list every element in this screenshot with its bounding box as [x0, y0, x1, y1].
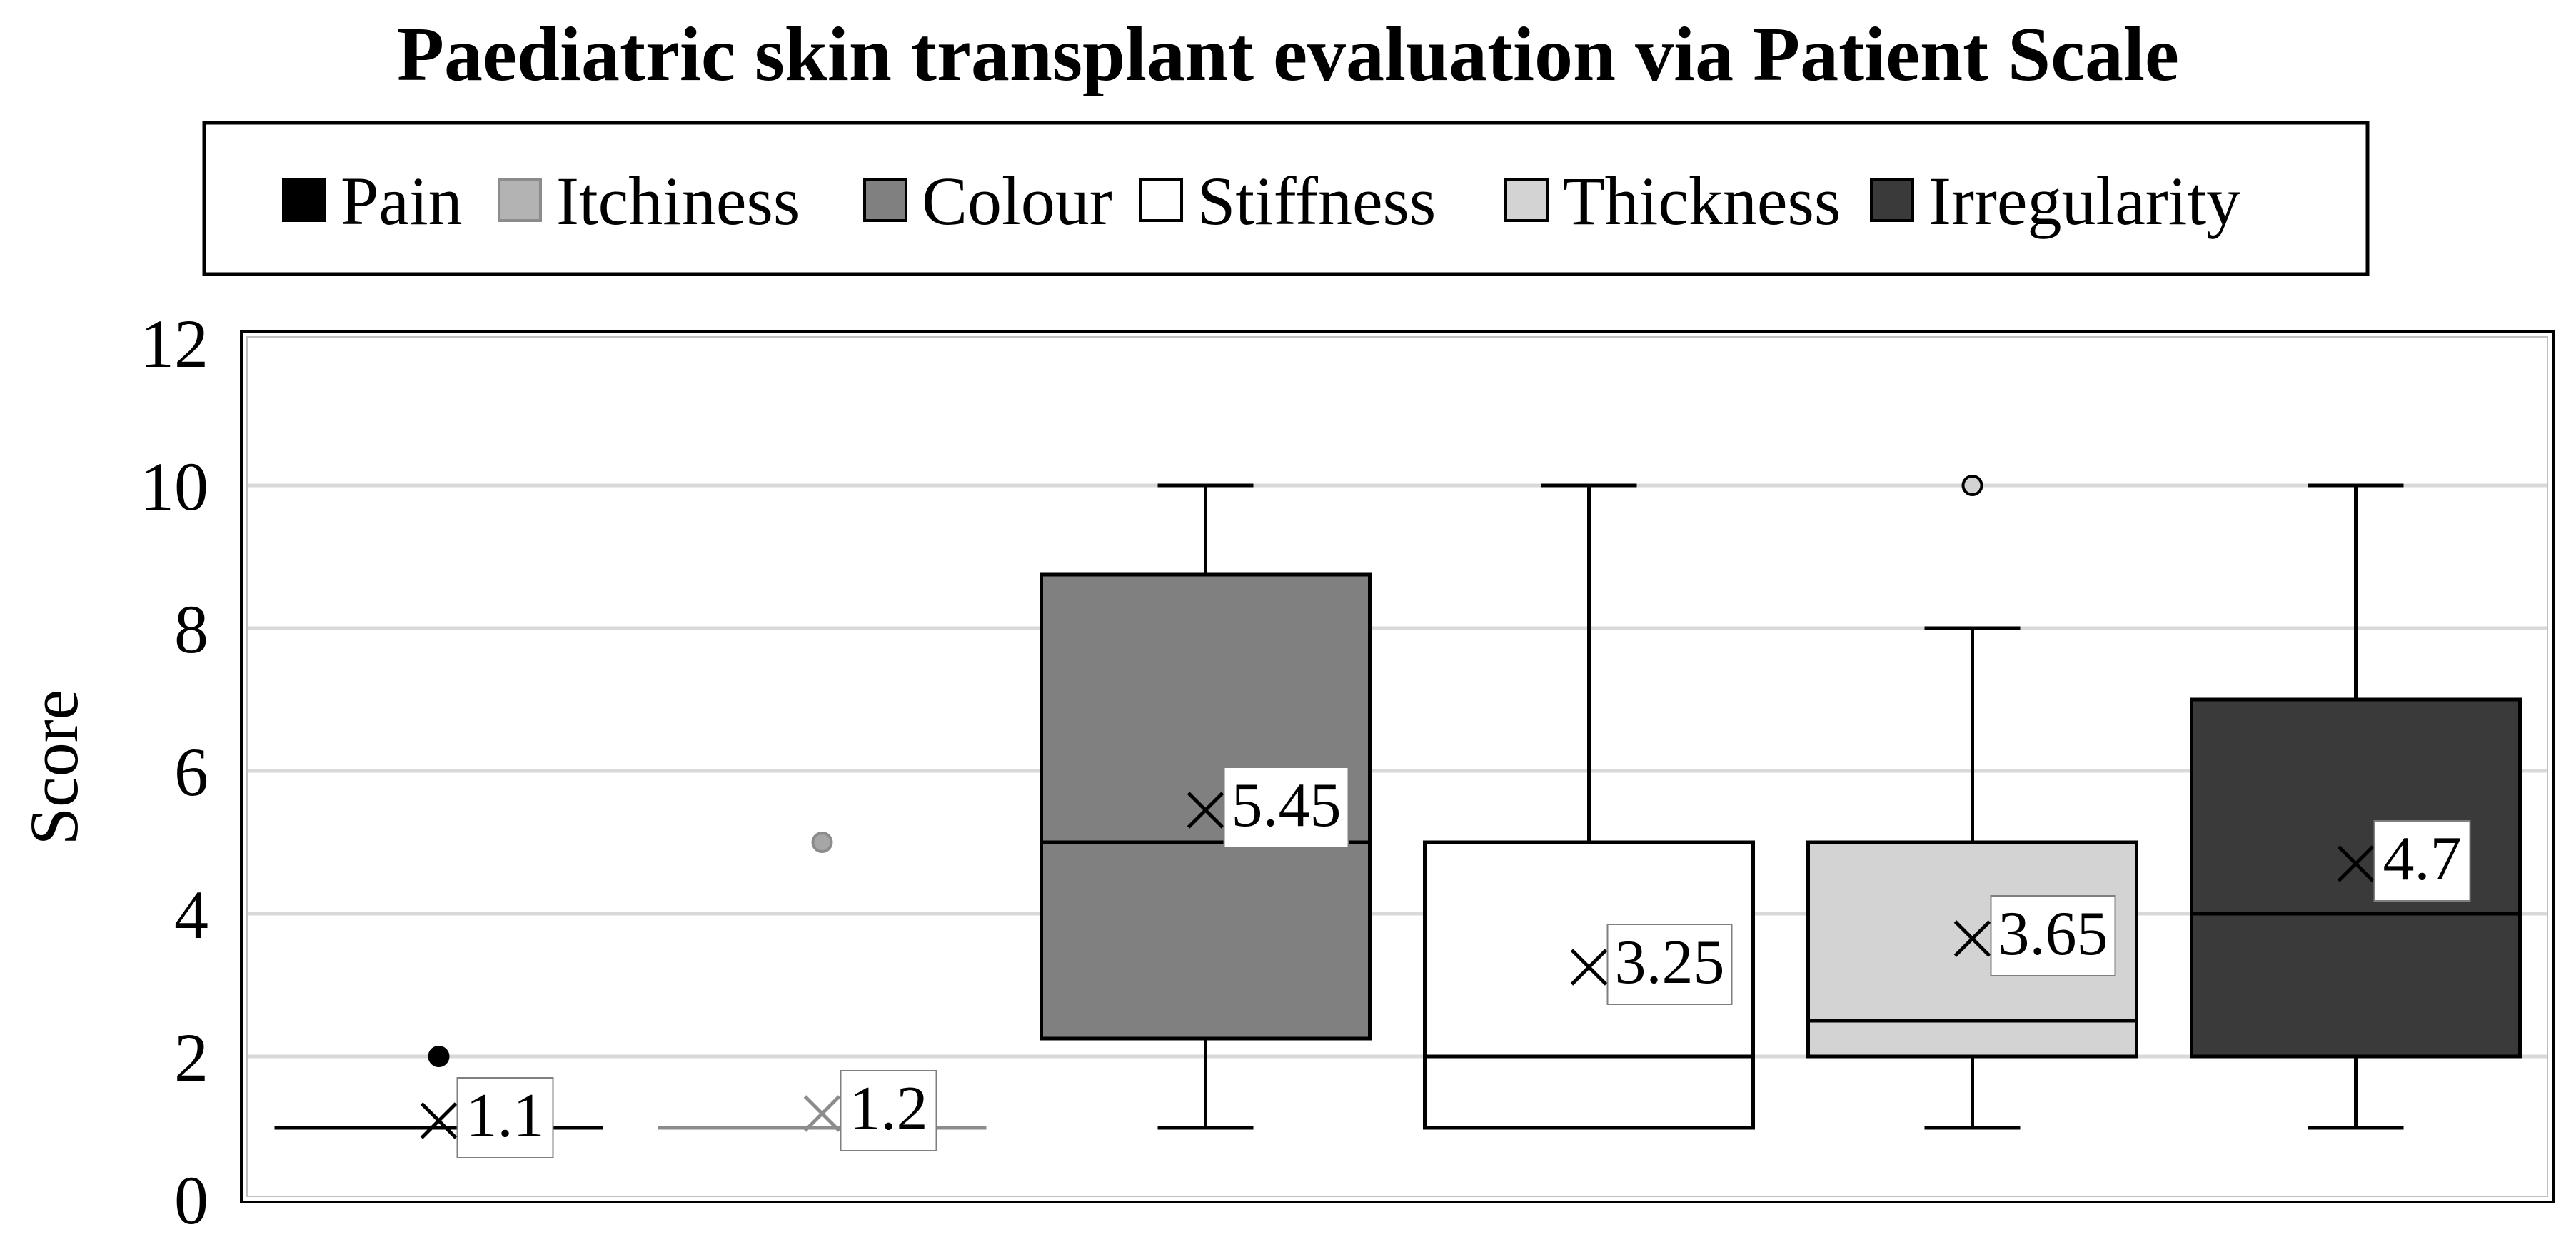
mean-marker-stroke-b-irregularity	[2337, 845, 2375, 882]
mean-marker-thickness	[1953, 920, 1991, 957]
legend-label-stiffness: Stiffness	[1197, 163, 1436, 239]
legend-swatch-colour	[863, 178, 907, 222]
mean-label-box-thickness	[1990, 895, 2116, 976]
box-irregularity: 4.7	[2190, 483, 2522, 1130]
mean-label-box-stiffness	[1606, 924, 1733, 1005]
mean-marker-stroke-b-stiffness	[1570, 949, 1608, 986]
plot-area-inner-frame	[246, 336, 2548, 1197]
legend-label-pain: Pain	[341, 163, 463, 239]
legend-swatch-thickness	[1504, 178, 1549, 222]
mean-marker-stroke-b-colour	[1187, 792, 1224, 829]
mean-label-box-pain	[456, 1077, 554, 1158]
legend-frame	[202, 121, 2370, 276]
mean-label-stiffness: 3.25	[1615, 928, 1725, 997]
y-tick-label-10: 10	[140, 448, 208, 525]
mean-marker-itchiness	[803, 1095, 841, 1132]
box-series-group: 1.1 1.2 5.45 3.25 3.65 4.7	[274, 475, 2522, 1158]
gridlines	[247, 483, 2547, 1059]
y-tick-label-2: 2	[174, 1019, 208, 1096]
y-tick-label-4: 4	[174, 877, 208, 953]
box-itchiness: 1.2	[658, 832, 987, 1151]
mean-label-box-irregularity	[2373, 820, 2471, 902]
mean-label-colour: 5.45	[1232, 771, 1342, 840]
legend-label-thickness: Thickness	[1563, 163, 1841, 239]
legend: Pain Itchiness Colour Stiffness Thickness Irr…	[202, 121, 2370, 276]
y-tick-label-12: 12	[140, 306, 208, 382]
mean-marker-stroke-b-thickness	[1953, 920, 1991, 957]
y-axis-ticks: 0 2 4 6 8 10 12	[140, 306, 208, 1238]
box-colour: 5.45	[1040, 483, 1372, 1130]
mean-marker-stroke-b-pain	[420, 1102, 458, 1139]
mean-marker-irregularity	[2337, 845, 2375, 882]
y-axis-label: Score	[16, 690, 92, 846]
mean-marker-colour	[1187, 792, 1224, 829]
mean-label-irregularity: 4.7	[2383, 824, 2462, 894]
mean-label-box-itchiness	[840, 1070, 937, 1151]
mean-marker-stiffness	[1570, 949, 1608, 986]
y-tick-label-8: 8	[174, 591, 208, 667]
mean-label-box-colour	[1223, 767, 1349, 848]
box-thickness: 3.65	[1806, 475, 2138, 1130]
chart-title: Paediatric skin transplant evaluation vi…	[397, 12, 2179, 97]
mean-label-itchiness: 1.2	[850, 1074, 928, 1143]
legend-swatch-irregularity	[1870, 178, 1914, 222]
legend-label-irregularity: Irregularity	[1928, 163, 2240, 239]
plot-area-frame	[240, 330, 2555, 1203]
mean-label-thickness: 3.65	[1998, 899, 2108, 969]
mean-label-pain: 1.1	[466, 1081, 545, 1151]
outlier-itchiness-0	[811, 832, 833, 853]
mean-marker-stroke-b-itchiness	[803, 1095, 841, 1132]
legend-swatch-stiffness	[1139, 178, 1183, 222]
box-stiffness: 3.25	[1423, 483, 1755, 1130]
legend-label-colour: Colour	[922, 163, 1112, 239]
outlier-pain-0	[428, 1046, 450, 1067]
outlier-thickness-0	[1961, 475, 1983, 496]
y-tick-label-6: 6	[174, 734, 208, 810]
box-pain: 1.1	[274, 1046, 603, 1158]
legend-swatch-itchiness	[498, 178, 542, 222]
legend-swatch-pain	[282, 178, 326, 222]
mean-marker-pain	[420, 1102, 458, 1139]
legend-label-itchiness: Itchiness	[556, 163, 800, 239]
y-tick-label-0: 0	[174, 1162, 208, 1238]
